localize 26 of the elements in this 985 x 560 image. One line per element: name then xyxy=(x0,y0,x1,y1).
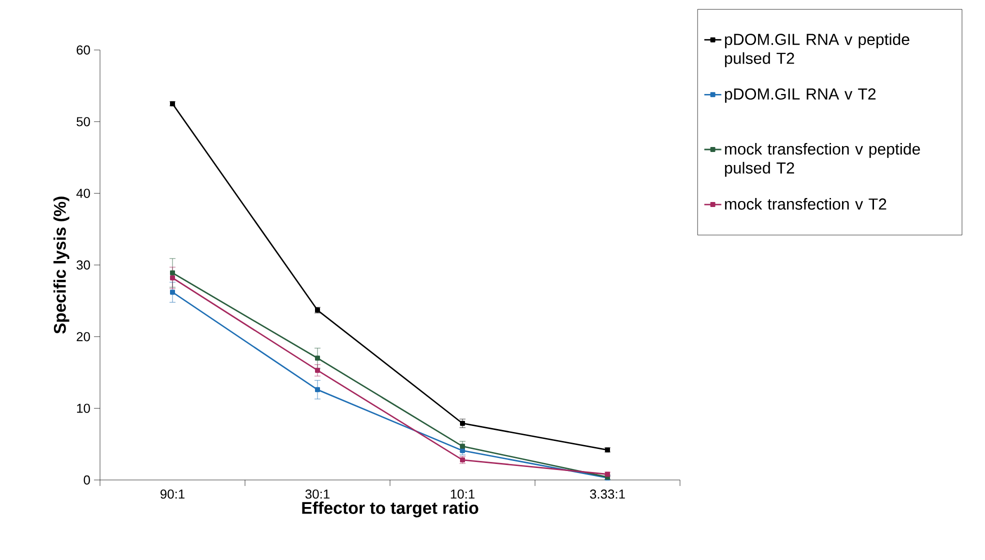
point xyxy=(460,420,466,426)
legend-label: mock transfection v peptide pulsed T2 xyxy=(725,142,920,177)
point xyxy=(460,457,466,462)
point xyxy=(315,368,320,373)
y-axis-title: Specific lysis (%) xyxy=(53,196,70,334)
legend-label: pDOM.GIL RNA v T2 xyxy=(725,88,876,103)
legend-label: pDOM.GIL RNA v peptide pulsed T2 xyxy=(725,33,910,68)
point xyxy=(315,387,320,392)
x-tick-label: 90:1 xyxy=(160,490,184,499)
x-tick-label: 3.33:1 xyxy=(590,490,625,499)
y-tick-label: 60 xyxy=(76,45,90,55)
x-tick-label: 30:1 xyxy=(305,490,330,499)
x-tick-label: 10:1 xyxy=(450,490,474,499)
point xyxy=(170,270,176,276)
y-tick-label: 50 xyxy=(76,117,90,126)
point xyxy=(315,356,320,361)
y-tick-label: 0 xyxy=(84,475,90,485)
point xyxy=(170,275,176,280)
y-tick-label: 10 xyxy=(77,404,90,413)
y-tick-label: 40 xyxy=(76,188,90,198)
point xyxy=(170,290,176,295)
legend-label: mock transfection v T2 xyxy=(725,198,886,210)
point xyxy=(460,444,466,449)
x-axis-title: Effector to target ratio xyxy=(302,502,478,518)
y-tick-label: 20 xyxy=(76,332,90,342)
y-tick-label: 30 xyxy=(76,260,90,270)
